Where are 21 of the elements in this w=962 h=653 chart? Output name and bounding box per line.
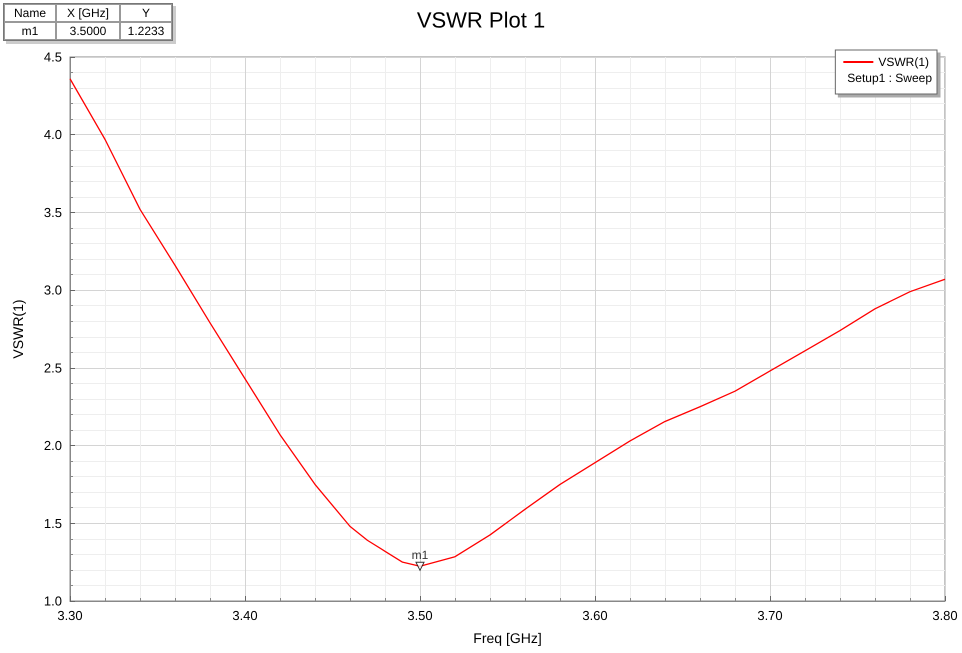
y-tick-label: 3.0 [44,282,62,298]
x-axis-title: Freq [GHz] [473,630,542,646]
chart-title: VSWR Plot 1 [416,8,546,32]
x-tick-label: 3.80 [932,608,958,623]
legend-title: Setup1 : Sweep [847,71,932,85]
y-tick-label: 1.5 [44,516,62,531]
y-tick-label: 2.5 [44,360,62,376]
x-tick-label: 3.30 [57,608,83,623]
y-tick-label: 1.0 [44,594,62,608]
series-label: m1 [412,548,429,562]
x-tick-label: 3.60 [582,608,608,623]
x-tick-label: 3.70 [757,608,783,623]
y-tick-label: 4.0 [44,127,62,142]
y-tick-label: 4.5 [44,50,62,64]
legend-label: VSWR(1) [878,55,930,69]
y-tick-label: 3.5 [44,204,62,220]
x-tick-label: 3.40 [232,608,258,623]
marker-table: Name X [GHz] Y m1 3.5000 1.2233 [3,3,173,41]
x-tick-label: 3.50 [407,608,433,623]
y-tick-label: 2.0 [44,438,62,454]
y-axis-title: VSWR(1) [10,299,26,359]
